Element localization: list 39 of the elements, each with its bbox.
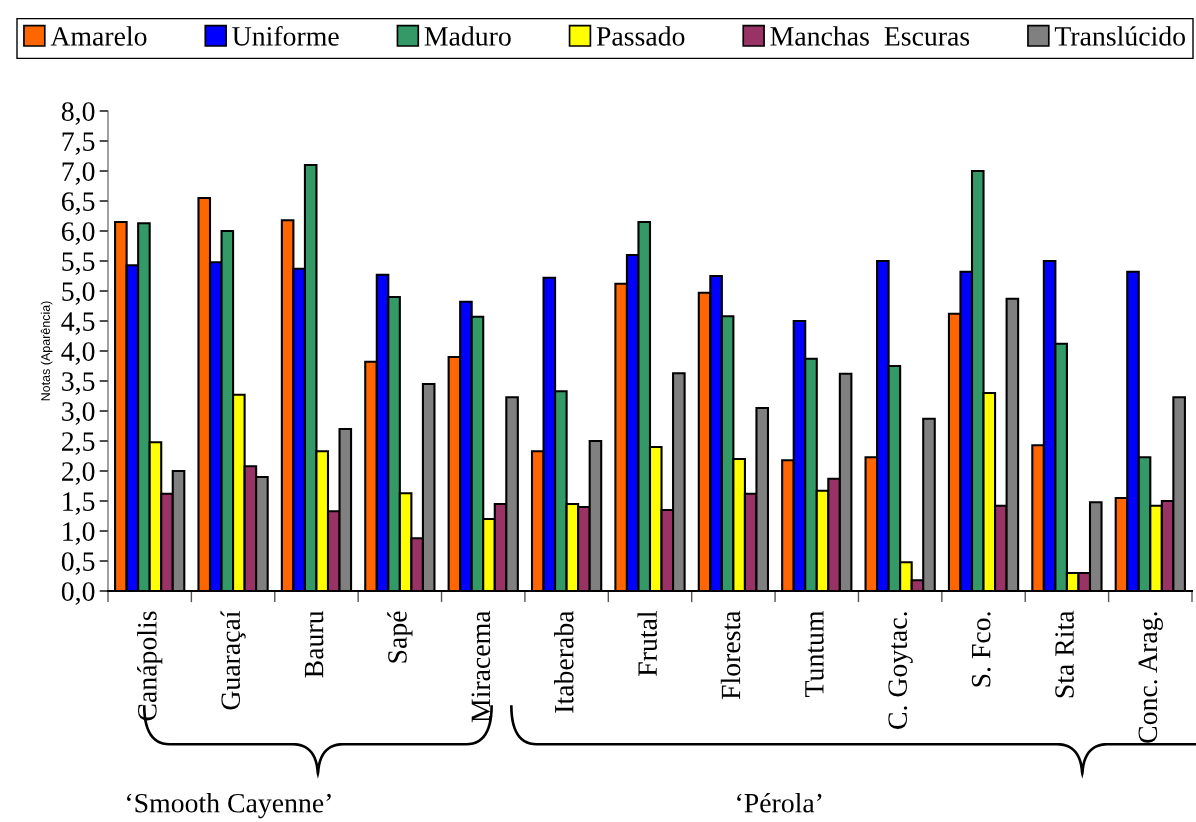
x-tick-label: Guaraçaí: [220, 610, 246, 710]
y-tick-label: 7,0: [62, 162, 95, 185]
legend-label: Maduro: [424, 26, 511, 46]
legend-label: Translúcido: [1054, 26, 1185, 46]
y-tick-label: 1,5: [63, 492, 95, 515]
y-tick-label: 2,5: [62, 432, 95, 455]
y-tick-label: 6,0: [61, 222, 95, 245]
x-tick-label: C. Goytac.: [888, 612, 913, 729]
y-tick-label: 2,0: [62, 462, 95, 485]
y-tick-label: 7,5: [62, 132, 95, 155]
y-tick-label: 3,5: [62, 372, 95, 395]
x-tick-label: Canápolis: [137, 611, 163, 721]
x-tick-label: Sta Rita: [1055, 610, 1074, 698]
x-tick-label: Conc. Arag.: [1138, 612, 1163, 743]
y-axis-title: Notas (Aparência): [40, 301, 53, 401]
y-tick-label: 3,0: [62, 402, 95, 425]
x-tick-label: Sapé: [387, 611, 413, 663]
text: ‘Pérola’: [737, 792, 822, 813]
x-tick-label: Bauru: [304, 610, 324, 678]
legend-label: Passado: [596, 26, 685, 46]
y-tick-label: 0,0: [61, 582, 95, 605]
y-tick-label: 4,5: [61, 312, 95, 335]
y-tick-label: 0,5: [61, 552, 95, 575]
y-tick-label: 5,0: [62, 282, 95, 305]
text: ‘Smooth Cayenne’: [127, 793, 331, 819]
legend-label: Uniforme: [232, 25, 339, 46]
x-tick-label: S. Fco.: [971, 612, 991, 687]
y-tick-label: 1,0: [63, 522, 95, 545]
y-tick-label: 4,0: [61, 342, 95, 365]
y-tick-label: 5,5: [62, 252, 95, 275]
x-tick-label: Floresta: [720, 610, 741, 700]
legend-label: Manchas Escuras: [770, 26, 970, 46]
y-tick-label: 8,0: [61, 102, 95, 125]
x-tick-label: Miracema: [471, 610, 491, 723]
x-tick-label: Tuntum: [805, 610, 824, 697]
y-tick-label: 6,5: [61, 192, 95, 215]
x-tick-label: Itaberaba: [554, 610, 574, 713]
x-tick-label: Frutal: [637, 611, 657, 676]
legend-label: Amarelo: [50, 26, 147, 46]
